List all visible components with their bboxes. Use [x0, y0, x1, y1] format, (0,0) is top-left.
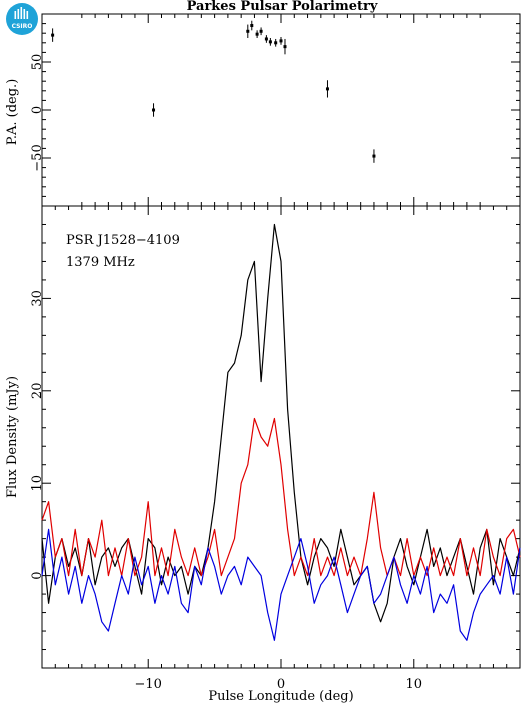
flux-ticks: 0 10 20 30 −10 0 10 — [30, 206, 520, 692]
pa-axis-label: P.A. (deg.) — [5, 79, 20, 146]
pa-point — [372, 154, 376, 158]
logo-bar — [17, 9, 20, 19]
pulsar-name-annotation: PSR J1528−4109 — [66, 233, 180, 248]
chart-title: Parkes Pulsar Polarimetry — [187, 0, 378, 14]
frequency-annotation: 1379 MHz — [66, 255, 135, 270]
flux-series-line-1 — [41, 417, 521, 577]
flux-series-line-2 — [41, 528, 521, 641]
flux-xtick-label: 10 — [406, 677, 423, 692]
flux-ytick-label: 0 — [30, 571, 45, 579]
logo-bar — [23, 9, 26, 19]
pa-point — [152, 108, 156, 112]
flux-xtick-label: 0 — [277, 677, 285, 692]
pa-point — [51, 33, 55, 37]
flux-axis-label: Flux Density (mJy) — [5, 376, 20, 498]
pa-point — [250, 24, 254, 28]
pa-point — [274, 41, 278, 45]
pa-point — [246, 29, 250, 33]
pa-ytick-label: 0 — [30, 106, 45, 114]
pa-ytick-label: −50 — [30, 144, 45, 171]
pa-point — [264, 37, 268, 41]
pa-points — [51, 20, 376, 163]
flux-ytick-label: 10 — [30, 475, 45, 492]
flux-series-line-0 — [41, 223, 521, 623]
csiro-logo-text: CSIRO — [12, 23, 33, 30]
flux-ytick-label: 30 — [30, 290, 45, 307]
pa-point — [268, 40, 272, 44]
logo-bar — [20, 7, 23, 19]
pa-point — [325, 87, 329, 91]
csiro-logo: CSIRO — [6, 3, 38, 35]
pa-ticks: −50 0 50 — [30, 14, 520, 206]
pa-point — [255, 32, 259, 36]
logo-bar — [14, 11, 17, 19]
flux-ytick-label: 20 — [30, 383, 45, 400]
flux-xtick-label: −10 — [135, 677, 162, 692]
pa-point — [259, 29, 263, 33]
x-axis-label: Pulse Longitude (deg) — [208, 689, 353, 704]
pa-ytick-label: 50 — [30, 54, 45, 71]
flux-lines — [41, 223, 521, 641]
pa-point — [283, 45, 287, 49]
logo-bar — [26, 11, 29, 19]
pa-point — [279, 39, 283, 43]
